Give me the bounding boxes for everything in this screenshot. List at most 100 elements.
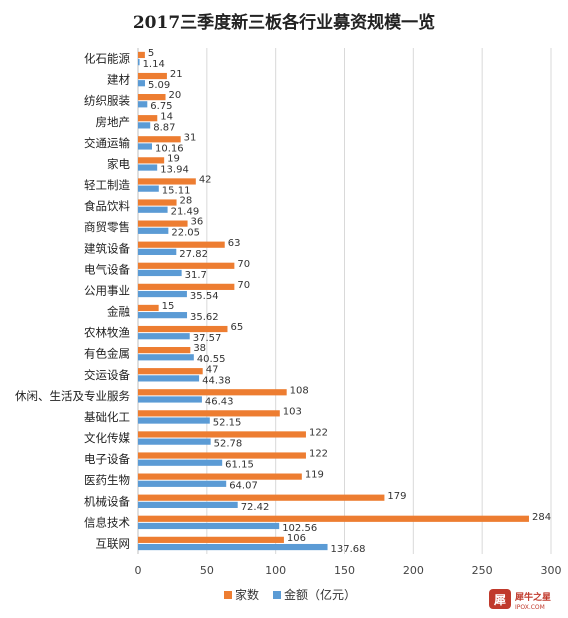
bar-count xyxy=(138,347,191,354)
bar-count xyxy=(138,515,529,522)
bar-count xyxy=(138,283,235,290)
bar-amount xyxy=(138,438,211,445)
bar-amount xyxy=(138,164,158,171)
chart-title: 2017三季度新三板各行业募资规模一览 xyxy=(133,12,435,33)
bar-count xyxy=(138,262,235,269)
category-label: 化石能源 xyxy=(84,52,130,66)
data-label-count: 119 xyxy=(305,470,324,481)
category-label: 商贸零售 xyxy=(84,220,130,234)
bar-count xyxy=(138,304,159,312)
bar-amount xyxy=(138,543,328,551)
category-label: 信息技术 xyxy=(84,515,130,529)
bar-count xyxy=(138,473,302,480)
data-label-count: 36 xyxy=(191,217,204,228)
bar-count xyxy=(138,220,188,227)
legend-label: 家数 xyxy=(235,587,259,602)
bar-amount xyxy=(138,59,140,66)
data-label-count: 19 xyxy=(167,153,180,164)
data-label-count: 21 xyxy=(170,69,183,80)
category-label: 建材 xyxy=(107,73,130,87)
data-label-amount: 13.94 xyxy=(160,164,189,175)
x-tick-label: 0 xyxy=(135,564,142,577)
bar-amount xyxy=(138,354,194,361)
bar-count xyxy=(138,431,306,438)
grid xyxy=(137,48,552,554)
bar-amount xyxy=(138,80,146,87)
category-label: 纺织服装 xyxy=(84,94,130,108)
category-label: 家电 xyxy=(107,157,130,171)
category-label: 建筑设备 xyxy=(84,241,130,255)
data-label-amount: 8.87 xyxy=(153,122,175,133)
x-tick-label: 300 xyxy=(541,564,562,577)
category-label: 电气设备 xyxy=(84,262,130,276)
bar-amount xyxy=(138,417,210,424)
data-label-count: 20 xyxy=(169,90,182,101)
bar-count xyxy=(138,536,284,543)
data-label-amount: 102.56 xyxy=(282,523,317,534)
bar-count xyxy=(138,94,166,101)
data-label-count: 28 xyxy=(180,196,193,207)
data-label-amount: 137.68 xyxy=(331,544,366,555)
category-label: 有色金属 xyxy=(84,347,130,361)
category-label: 休闲、生活及专业服务 xyxy=(15,389,130,403)
bar-amount xyxy=(138,122,151,129)
bar-count xyxy=(138,452,306,459)
data-label-count: 5 xyxy=(148,48,154,59)
category-label: 医药生物 xyxy=(84,473,130,487)
bar-count xyxy=(138,136,181,143)
data-label-count: 70 xyxy=(237,280,250,291)
bar-amount xyxy=(138,290,187,298)
category-label: 轻工制造 xyxy=(84,178,130,192)
data-label-amount: 35.54 xyxy=(190,291,219,302)
data-label-count: 108 xyxy=(290,385,309,396)
data-label-amount: 52.15 xyxy=(213,417,242,428)
data-label-count: 63 xyxy=(228,238,241,249)
data-label-amount: 40.55 xyxy=(197,354,226,365)
data-label-count: 31 xyxy=(184,132,197,143)
legend-swatch xyxy=(273,591,281,599)
x-tick-label: 200 xyxy=(403,564,424,577)
data-label-amount: 21.49 xyxy=(171,207,200,218)
bar-amount xyxy=(138,396,202,403)
x-tick-label: 50 xyxy=(200,564,214,577)
legend: 家数 金额（亿元） xyxy=(224,587,356,602)
data-label-amount: 31.7 xyxy=(185,270,207,281)
data-label-count: 38 xyxy=(193,343,206,354)
data-label-amount: 15.11 xyxy=(162,186,191,197)
data-label-amount: 64.07 xyxy=(229,481,258,492)
data-label-count: 284 xyxy=(532,512,551,523)
data-label-count: 47 xyxy=(206,364,219,375)
data-label-amount: 35.62 xyxy=(190,312,219,323)
data-label-amount: 27.82 xyxy=(179,249,208,260)
data-label-amount: 72.42 xyxy=(241,502,270,513)
bar-count xyxy=(138,410,280,417)
data-label-count: 15 xyxy=(162,301,175,312)
category-label: 基础化工 xyxy=(84,410,130,424)
x-tick-label: 250 xyxy=(472,564,493,577)
category-label: 交通运输 xyxy=(84,136,130,150)
category-label: 交运设备 xyxy=(84,368,130,382)
data-label-amount: 46.43 xyxy=(205,396,234,407)
bar-amount xyxy=(138,522,280,530)
bar-amount xyxy=(138,312,188,319)
data-label-count: 42 xyxy=(199,175,212,186)
x-axis-ticks: 0 50 100 150 200 250 300 xyxy=(135,564,562,577)
bar-count xyxy=(138,115,158,122)
category-label: 电子设备 xyxy=(84,452,130,466)
bar-amount xyxy=(138,248,177,255)
watermark-logo: 犀 犀牛之星 IPOX.COM xyxy=(489,589,551,611)
bars xyxy=(138,51,529,551)
data-label-count: 103 xyxy=(283,406,302,417)
x-tick-label: 100 xyxy=(265,564,286,577)
data-label-amount: 6.75 xyxy=(150,101,172,112)
category-label: 房地产 xyxy=(96,115,131,129)
bar-count xyxy=(138,368,203,375)
data-label-amount: 52.78 xyxy=(214,439,243,450)
bar-count xyxy=(138,494,385,501)
watermark-sub: IPOX.COM xyxy=(515,604,545,611)
bar-amount xyxy=(138,101,148,108)
watermark-icon-glyph: 犀 xyxy=(494,593,506,607)
bar-amount xyxy=(138,375,200,382)
data-label-amount: 61.15 xyxy=(225,460,254,471)
